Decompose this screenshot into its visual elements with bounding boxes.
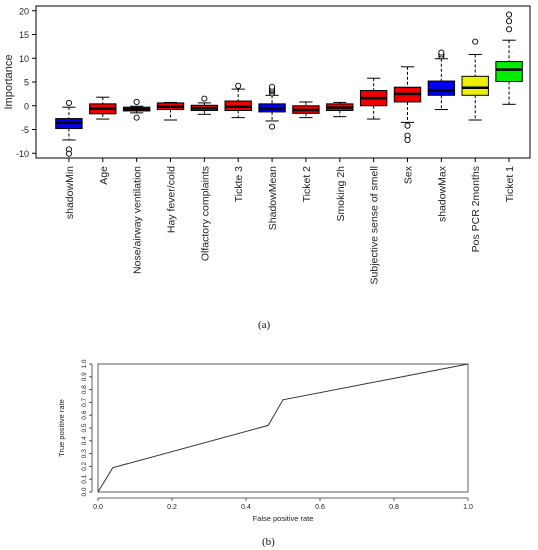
boxplot-chart: -10 -5 0 5 10 15 20 Importance shadowMin Age Nose/… bbox=[3, 5, 531, 284]
x-tick-label: Subjective sense of smell bbox=[369, 166, 381, 284]
x-tick-label: Pos PCR 2months bbox=[470, 166, 482, 252]
x-tick-label: 0.4 bbox=[241, 504, 251, 511]
outlier-point bbox=[133, 114, 140, 121]
x-tick-label: 0.2 bbox=[167, 504, 177, 511]
x-tick-label: Age bbox=[98, 166, 110, 185]
x-tick-label: ShadowMean bbox=[267, 166, 279, 230]
box-9 bbox=[326, 101, 354, 118]
box-iqr bbox=[495, 61, 523, 83]
box-3 bbox=[122, 98, 151, 121]
box-12 bbox=[427, 49, 456, 111]
x-tick-label: Ticket 1 bbox=[504, 166, 516, 203]
outlier-point bbox=[506, 11, 513, 18]
caption-b: (b) bbox=[262, 536, 275, 548]
box-1 bbox=[55, 99, 83, 157]
outlier-point bbox=[472, 38, 479, 45]
y-tick-label: 5 bbox=[24, 78, 29, 88]
x-tick-label: 0.6 bbox=[315, 504, 325, 511]
y-tick-label: 10 bbox=[19, 54, 29, 64]
outlier-point bbox=[404, 136, 411, 143]
y-tick-label: 0.5 bbox=[81, 423, 88, 432]
x-tick-label: shadowMin bbox=[64, 166, 76, 219]
x-tick-label: 0.0 bbox=[93, 504, 103, 511]
x-tick-label: shadowMax bbox=[436, 165, 448, 222]
outlier-point bbox=[269, 83, 276, 90]
outlier-point bbox=[438, 49, 445, 56]
x-tick-label: Ticket 2 bbox=[301, 166, 313, 203]
box-11 bbox=[393, 66, 422, 143]
y-axis-title: True positive rate bbox=[57, 399, 66, 457]
y-tick-label: 0.1 bbox=[81, 474, 88, 483]
x-tick-label: 1.0 bbox=[463, 504, 473, 511]
x-axis-title: False positive rate bbox=[253, 514, 314, 523]
x-tick-label: Smoking 2h bbox=[335, 166, 347, 222]
outlier-point bbox=[65, 99, 72, 106]
y-tick-label: 0.2 bbox=[81, 462, 88, 471]
box-2 bbox=[89, 96, 117, 120]
y-tick-label: 0.9 bbox=[81, 372, 88, 381]
outlier-point bbox=[506, 26, 513, 33]
y-tick-label: 0.3 bbox=[81, 449, 88, 458]
box-10 bbox=[359, 77, 388, 120]
y-tick-label: 0.6 bbox=[81, 410, 88, 419]
y-tick-label: -10 bbox=[16, 149, 29, 159]
plot-frame bbox=[97, 363, 469, 493]
x-tick-label: Tickte 3 bbox=[233, 166, 245, 203]
box-5 bbox=[190, 95, 219, 115]
y-tick-label: 0.8 bbox=[81, 385, 88, 394]
roc-curve-line bbox=[97, 363, 469, 493]
outlier-point bbox=[133, 98, 140, 105]
outlier-point bbox=[269, 123, 276, 130]
box-4 bbox=[156, 101, 185, 121]
outlier-point bbox=[65, 150, 72, 157]
box-8 bbox=[292, 101, 320, 119]
box-iqr bbox=[461, 75, 489, 96]
x-tick-label: Olfactory complaints bbox=[199, 166, 211, 261]
y-tick-label: 0.4 bbox=[81, 436, 88, 445]
x-tick-label: Nose/airway ventilation bbox=[132, 166, 144, 274]
outlier-point bbox=[404, 122, 411, 129]
box-7 bbox=[258, 83, 286, 130]
x-tick-label: Sex bbox=[403, 165, 415, 184]
outlier-point bbox=[235, 82, 242, 89]
x-tick-label: Hay fever/cold bbox=[166, 166, 178, 233]
outlier-point bbox=[201, 95, 208, 102]
box-13 bbox=[461, 38, 489, 121]
y-tick-label: 0.0 bbox=[81, 487, 88, 496]
y-tick-label: 20 bbox=[19, 6, 29, 16]
outlier-point bbox=[506, 18, 513, 25]
x-tick-label: 0.8 bbox=[389, 504, 399, 511]
box-6 bbox=[224, 82, 252, 119]
y-tick-label: 15 bbox=[19, 30, 29, 40]
y-tick-label: 0 bbox=[24, 101, 29, 111]
y-tick-label: -5 bbox=[21, 125, 29, 135]
caption-a: (a) bbox=[258, 319, 271, 331]
y-tick-label: 0.7 bbox=[81, 398, 88, 407]
y-tick-label: 1.0 bbox=[81, 359, 88, 368]
y-axis-title: Importance bbox=[3, 54, 15, 109]
box-14 bbox=[495, 11, 523, 105]
